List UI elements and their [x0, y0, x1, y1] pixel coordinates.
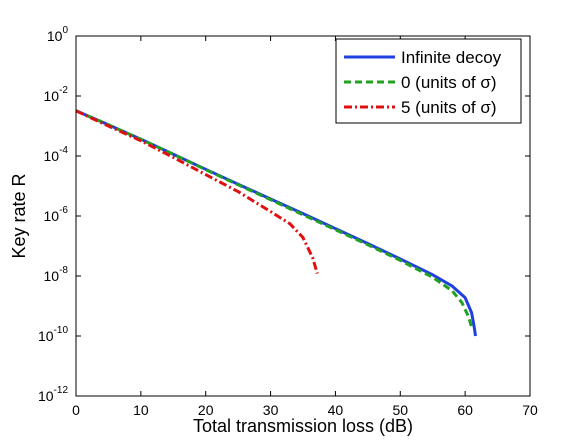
x-tick-label: 40 [328, 402, 344, 418]
x-tick-label: 10 [133, 402, 149, 418]
y-tick-label: 10-6 [44, 205, 69, 224]
x-axis-label: Total transmission loss (dB) [193, 416, 413, 436]
y-tick-label: 10-4 [44, 145, 69, 164]
x-tick-label: 60 [457, 402, 473, 418]
legend-label-1: 0 (units of σ) [401, 73, 497, 92]
y-tick-label: 10-10 [38, 325, 68, 344]
legend: Infinite decoy 0 (units of σ) 5 (units of … [335, 38, 522, 124]
y-tick-label: 10-2 [44, 85, 69, 104]
x-tick-label: 20 [198, 402, 214, 418]
x-tick-label: 50 [392, 402, 408, 418]
series-line-1 [75, 109, 474, 328]
x-tick-label: 70 [522, 402, 538, 418]
ticks-layer: 0 10 20 30 40 50 60 70 100 10-2 10-4 10-6 10-8 10-10 1… [38, 25, 538, 418]
series-line-2 [75, 109, 319, 275]
series-layer [75, 109, 477, 337]
y-tick-label: 10-12 [38, 385, 68, 404]
legend-label-2: 5 (units of σ) [401, 98, 497, 117]
legend-label-0: Infinite decoy [401, 48, 502, 67]
x-tick-label: 0 [72, 402, 80, 418]
y-tick-label: 100 [47, 25, 69, 44]
y-axis-label: Key rate R [9, 173, 29, 258]
legend-items: Infinite decoy 0 (units of σ) 5 (units of … [344, 48, 502, 117]
x-tick-label: 30 [263, 402, 279, 418]
y-tick-label: 10-8 [44, 265, 69, 284]
